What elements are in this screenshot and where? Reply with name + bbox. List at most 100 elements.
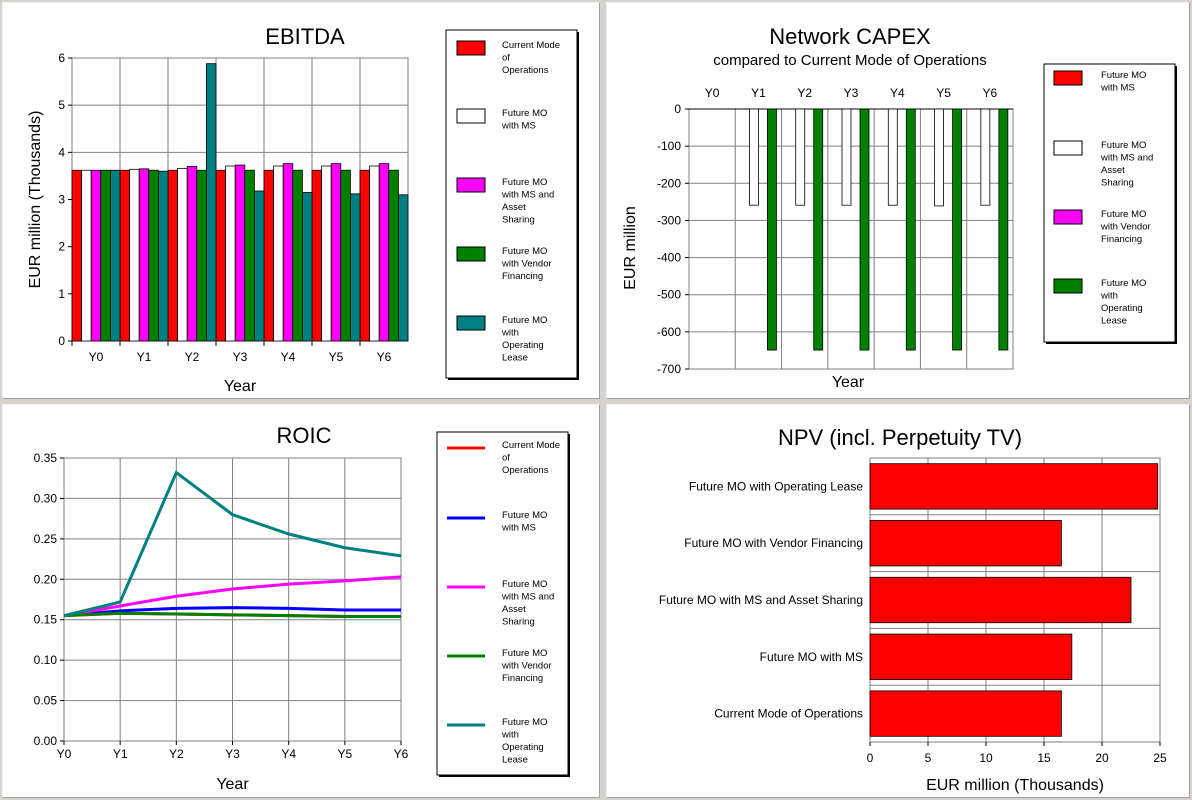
legend-swatch-future-mo-with-ms bbox=[456, 108, 486, 124]
x-tick-label: Y6 bbox=[394, 747, 409, 761]
chart-title: Network CAPEX bbox=[769, 24, 931, 49]
bar-current-mode-of-operations-y5 bbox=[311, 169, 323, 342]
y-tick-label: Future MO with MS bbox=[760, 650, 863, 664]
bar-future-mo-with-ms-y1 bbox=[129, 168, 140, 342]
x-tick-label: Y0 bbox=[89, 350, 104, 364]
legend-box bbox=[436, 431, 569, 776]
legend-label-future-mo-with-vendor-financing: Future MO with Vendor Financing bbox=[1100, 209, 1151, 245]
bar-future-mo-with-ms-and-asset-sharing-y2 bbox=[186, 166, 198, 342]
bar-future-mo-with-operating-lease-y2 bbox=[205, 63, 217, 342]
line-future-mo-with-ms bbox=[63, 606, 401, 618]
bar-current-mode-of-operations-y2 bbox=[167, 169, 179, 342]
x-tick-label: 5 bbox=[925, 751, 932, 765]
y-tick-label: 0 bbox=[58, 334, 65, 348]
x-tick-label: Y3 bbox=[233, 350, 248, 364]
legend-swatch-future-mo-with-ms bbox=[1053, 70, 1083, 86]
x-tick-label: Y1 bbox=[751, 86, 766, 100]
chart-title: ROIC bbox=[277, 423, 332, 448]
chart-subtitle: compared to Current Mode of Operations bbox=[713, 52, 986, 69]
bar-future-mo-with-ms-and-asset-sharing-y3 bbox=[841, 108, 852, 206]
bar-current-mode-of-operations-y3 bbox=[215, 169, 227, 342]
bar-future-mo-with-operating-lease-y3 bbox=[253, 190, 265, 342]
bar-future-mo-with-operating-lease-y6 bbox=[998, 108, 1009, 351]
x-axis-label: Year bbox=[224, 378, 257, 395]
legend-swatch-future-mo-with-vendor-financing bbox=[1053, 209, 1083, 225]
line-future-mo-with-vendor-financing bbox=[63, 611, 401, 618]
legend-swatch-future-mo-with-vendor-financing bbox=[456, 246, 486, 262]
bar-current-mode-of-operations-y1 bbox=[119, 169, 131, 342]
y-tick-label: 5 bbox=[58, 98, 65, 112]
x-tick-label: Y3 bbox=[844, 86, 859, 100]
x-tick-label: 20 bbox=[1095, 751, 1109, 765]
y-tick-label: 0.05 bbox=[34, 694, 58, 708]
y-tick-label: 6 bbox=[58, 51, 65, 65]
x-tick-label: Y1 bbox=[137, 350, 152, 364]
y-tick-label: Future MO with MS and Asset Sharing bbox=[659, 593, 863, 607]
y-tick-label: -700 bbox=[657, 362, 681, 376]
bar-future-mo-with-vendor-financing-y3 bbox=[244, 169, 255, 342]
x-tick-label: Y5 bbox=[337, 747, 352, 761]
x-tick-label: Y0 bbox=[705, 86, 720, 100]
x-tick-label: Y2 bbox=[185, 350, 200, 364]
legend-swatch-future-mo-with-ms-and-asset-sharing bbox=[456, 177, 486, 193]
bar-future-mo-with-ms-and-asset-sharing-y5 bbox=[330, 163, 342, 342]
bar-future-mo-with-ms-y3 bbox=[225, 165, 236, 342]
x-tick-label: Y4 bbox=[281, 350, 296, 364]
bar-future-mo-with-vendor-financing bbox=[869, 520, 1062, 567]
y-tick-label: -200 bbox=[657, 176, 681, 190]
bar-future-mo-with-operating-lease-y1 bbox=[767, 108, 777, 351]
y-tick-label: 1 bbox=[58, 287, 65, 301]
bar-future-mo-with-ms-y5 bbox=[321, 165, 332, 342]
capex-chart: Network CAPEX compared to Current Mode of… bbox=[622, 24, 1177, 391]
legend-label-future-mo-with-operating-lease: Future MO with Operating Lease bbox=[1100, 278, 1146, 327]
bar-future-mo-with-operating-lease-y0 bbox=[110, 169, 121, 342]
bar-future-mo-with-operating-lease-y2 bbox=[813, 108, 824, 351]
y-tick-label: -500 bbox=[657, 288, 681, 302]
bar-future-mo-with-operating-lease-y3 bbox=[859, 108, 870, 351]
bar-future-mo-with-ms-and-asset-sharing bbox=[869, 576, 1132, 624]
y-tick-label: Future MO with Vendor Financing bbox=[684, 536, 863, 550]
ebitda-chart: EBITDA 0 1 2 3 4 5 6 Y0 Y1 Y2 Y3 Y4 Y5 Y6 Year EUR milli… bbox=[27, 24, 579, 395]
bar-future-mo-with-ms-and-asset-sharing-y4 bbox=[282, 163, 294, 342]
x-tick-label: 0 bbox=[867, 751, 874, 765]
x-tick-label: Y0 bbox=[57, 747, 72, 761]
x-tick-label: Y6 bbox=[983, 86, 998, 100]
y-tick-label: 2 bbox=[58, 240, 65, 254]
bar-future-mo-with-ms-and-asset-sharing-y0 bbox=[90, 169, 102, 342]
legend-label-future-mo-with-ms: Future MO with MS bbox=[501, 108, 547, 132]
y-tick-label: 0.20 bbox=[34, 572, 58, 586]
x-tick-label: Y5 bbox=[329, 350, 344, 364]
legend-label-future-mo-with-ms: Future MO with MS bbox=[501, 510, 547, 534]
legend-swatch-future-mo-with-ms-and-asset-sharing bbox=[1053, 140, 1083, 156]
x-tick-label: Y4 bbox=[281, 747, 296, 761]
bar-future-mo-with-operating-lease bbox=[869, 463, 1159, 510]
bar-current-mode-of-operations-y4 bbox=[263, 169, 275, 342]
x-tick-label: 25 bbox=[1153, 751, 1167, 765]
y-tick-label: 0 bbox=[674, 102, 681, 116]
x-tick-label: Y6 bbox=[377, 350, 392, 364]
bar-future-mo-with-ms-and-asset-sharing-y4 bbox=[887, 108, 898, 206]
bar-future-mo-with-operating-lease-y5 bbox=[952, 108, 962, 351]
chart-title: EBITDA bbox=[265, 24, 345, 49]
roic-panel: ROIC 0.00 0.05 0.10 0.15 0.20 0.25 0.30 0.35 Y0 Y1… bbox=[2, 404, 600, 798]
line-future-mo-with-operating-lease bbox=[63, 470, 402, 618]
legend-label-future-mo-with-operating-lease: Future MO with Operating Lease bbox=[501, 315, 547, 364]
y-tick-label: -400 bbox=[657, 251, 681, 265]
x-tick-label: Y1 bbox=[113, 747, 128, 761]
y-tick-label: 4 bbox=[58, 145, 65, 159]
bar-future-mo-with-ms-and-asset-sharing-y3 bbox=[234, 164, 246, 342]
bar-future-mo-with-operating-lease-y5 bbox=[349, 193, 361, 342]
y-tick-label: 0.15 bbox=[34, 613, 58, 627]
bar-future-mo-with-ms-and-asset-sharing-y6 bbox=[980, 108, 991, 206]
bar-future-mo-with-ms-and-asset-sharing-y1 bbox=[749, 108, 759, 206]
legend-label-future-mo-with-ms: Future MO with MS bbox=[1100, 70, 1146, 94]
legend-label-future-mo-with-ms-and-asset-sharing: Future MO with MS and Asset Sharing bbox=[501, 579, 554, 628]
y-tick-label: Current Mode of Operations bbox=[714, 707, 863, 721]
legend-swatch-future-mo-with-operating-lease bbox=[1053, 278, 1083, 294]
bar-future-mo-with-ms-y0 bbox=[81, 169, 92, 342]
legend-label-current-mode-of-operations: Current Mode of Operations bbox=[502, 440, 560, 476]
chart-title: NPV (incl. Perpetuity TV) bbox=[778, 425, 1022, 450]
legend-label-current-mode-of-operations: Current Mode of Operations bbox=[502, 40, 560, 76]
y-tick-label: 0.30 bbox=[34, 491, 58, 505]
bar-future-mo-with-vendor-financing-y5 bbox=[340, 169, 351, 342]
